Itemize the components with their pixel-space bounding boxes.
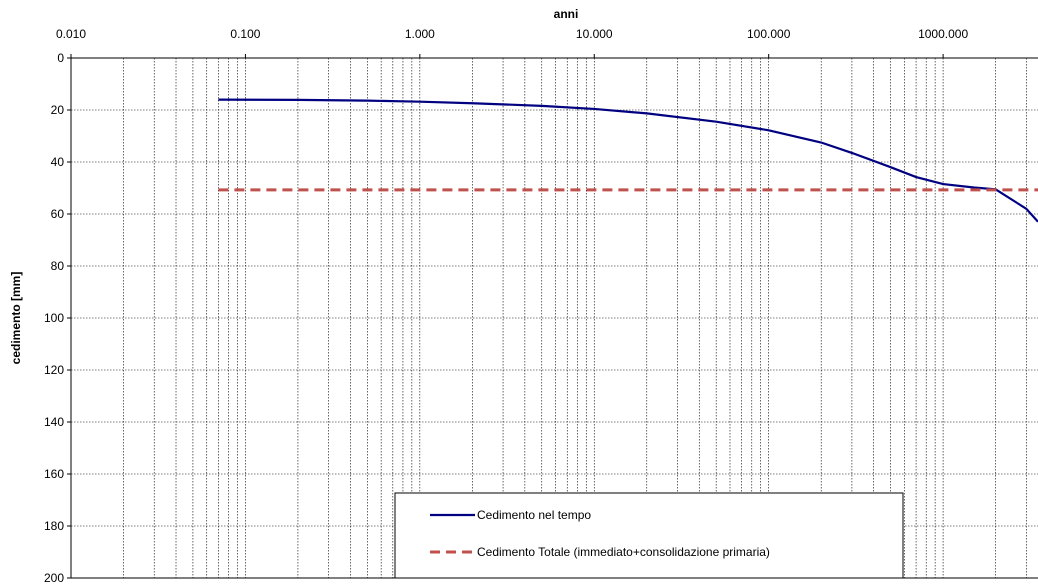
y-axis-title: cedimento [mm] xyxy=(9,272,23,365)
legend-label-cedimento-nel-tempo: Cedimento nel tempo xyxy=(477,508,591,522)
x-tick-label: 1.000 xyxy=(405,27,435,41)
x-axis-title: anni xyxy=(554,7,579,21)
y-tick-label: 180 xyxy=(44,519,64,533)
tick-labels: 0.010 0.100 1.000 10.000 100.000 1000.000 0 20 4… xyxy=(44,27,968,585)
y-tick-label: 160 xyxy=(44,467,64,481)
y-tick-label: 200 xyxy=(44,571,64,585)
y-tick-label: 20 xyxy=(51,103,65,117)
legend-label-cedimento-totale: Cedimento Totale (immediato+consolidazio… xyxy=(477,545,770,559)
y-tick-label: 120 xyxy=(44,363,64,377)
legend: Cedimento nel tempo Cedimento Totale (im… xyxy=(394,492,904,579)
series xyxy=(218,98,1038,223)
y-tick-label: 140 xyxy=(44,415,64,429)
x-tick-label: 0.100 xyxy=(230,27,260,41)
legend-box xyxy=(394,492,904,579)
y-tick-label: 0 xyxy=(57,51,64,65)
x-tick-label: 10.000 xyxy=(576,27,613,41)
x-tick-label: 100.000 xyxy=(747,27,791,41)
y-tick-label: 40 xyxy=(51,155,65,169)
y-tick-label: 80 xyxy=(51,259,65,273)
x-tick-label: 1000.000 xyxy=(918,27,968,41)
y-tick-label: 100 xyxy=(44,311,64,325)
x-tick-label: 0.010 xyxy=(56,27,86,41)
y-tick-label: 60 xyxy=(51,207,65,221)
series-line-0 xyxy=(218,98,1038,223)
